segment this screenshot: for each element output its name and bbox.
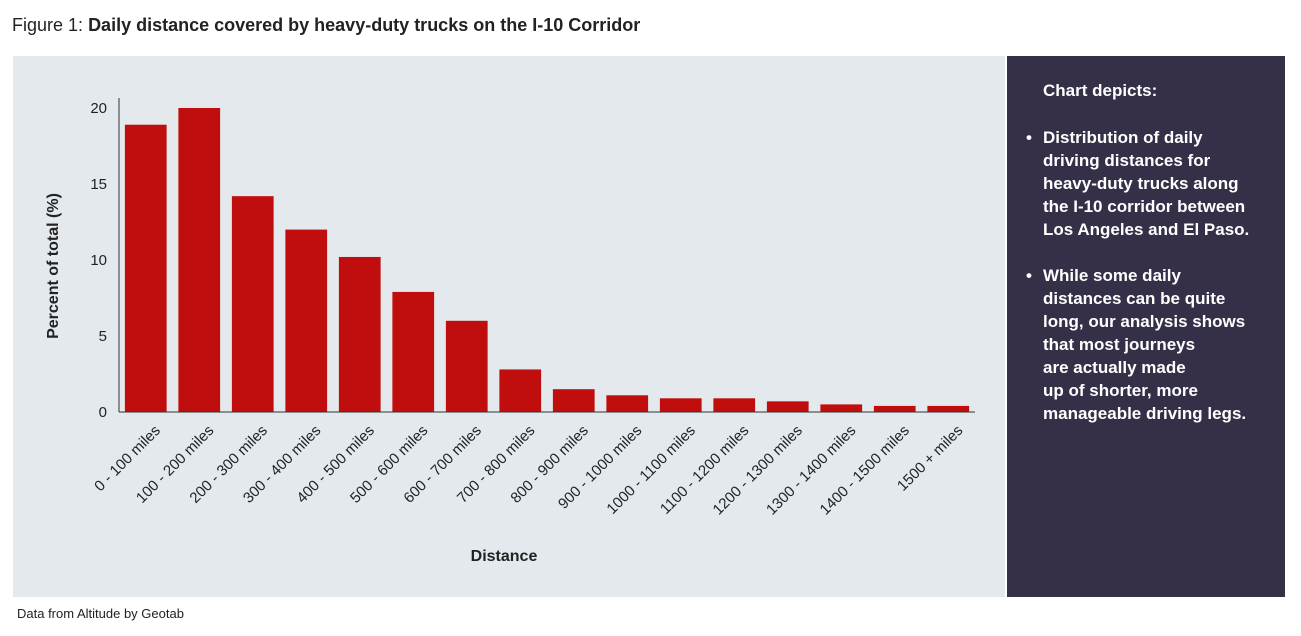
- y-axis-title: Percent of total (%): [45, 193, 62, 339]
- bar: [338, 256, 381, 412]
- bar: [124, 124, 167, 412]
- y-tick-label: 15: [90, 176, 107, 193]
- y-tick-label: 10: [90, 252, 107, 269]
- x-tick-label: 1200 - 1300 miles: [710, 422, 806, 518]
- description-bullet-line: distances can be quite: [1043, 289, 1226, 308]
- bar: [766, 401, 809, 412]
- description-bullet-line: the I-10 corridor between: [1043, 197, 1246, 216]
- x-tick-label: 1400 - 1500 miles: [817, 422, 913, 518]
- bar: [552, 389, 595, 412]
- figure-title: Figure 1: Daily distance covered by heav…: [12, 15, 640, 36]
- bar: [659, 398, 702, 412]
- description-bullet: • While some daily distances can be quite l…: [1023, 264, 1285, 425]
- description-panel: Chart depicts: • Distribution of daily dri…: [1007, 56, 1285, 597]
- y-tick-label: 5: [99, 328, 107, 345]
- description-bullets: • Distribution of daily driving distances …: [1023, 126, 1285, 448]
- source-note: Data from Altitude by Geotab: [17, 606, 184, 621]
- description-bullet-line: While some daily: [1043, 266, 1181, 285]
- bar: [285, 229, 328, 412]
- bar: [713, 398, 756, 412]
- y-tick-label: 20: [90, 100, 107, 117]
- bullet-dot-icon: •: [1026, 266, 1032, 285]
- figure-label: Figure 1:: [12, 15, 84, 35]
- description-bullet-line: Los Angeles and El Paso.: [1043, 220, 1250, 239]
- bar: [873, 405, 916, 412]
- description-heading: Chart depicts:: [1043, 81, 1158, 100]
- description-bullet-line: up of shorter, more: [1043, 381, 1198, 400]
- description-bullet-line: manageable driving legs.: [1043, 404, 1247, 423]
- description-bullet: • Distribution of daily driving distances …: [1023, 126, 1285, 241]
- bars: [124, 108, 970, 412]
- description-bullet-line: that most journeys: [1043, 335, 1196, 354]
- bar: [178, 108, 221, 412]
- figure-title-text: Daily distance covered by heavy-duty tru…: [88, 15, 641, 35]
- y-tick-label: 0: [99, 404, 107, 421]
- bar: [820, 404, 863, 412]
- description-bullet-line: long, our analysis shows: [1043, 312, 1246, 331]
- bar: [231, 196, 274, 412]
- x-axis-title: Distance: [471, 548, 538, 565]
- description-bullet-line: driving distances for: [1043, 151, 1211, 170]
- bar: [499, 369, 542, 412]
- y-axis: 0 5 10 15 20: [90, 98, 120, 421]
- bar: [445, 320, 488, 412]
- description-bullet-line: Distribution of daily: [1043, 128, 1203, 147]
- x-tick-label: 1300 - 1400 miles: [763, 422, 859, 518]
- description-bullet-line: are actually made: [1043, 358, 1186, 377]
- bar: [927, 405, 970, 412]
- bullet-dot-icon: •: [1026, 128, 1032, 147]
- chart-panel: 0 5 10 15 20 0 - 100 miles 100 - 200 miles 200…: [13, 56, 1005, 597]
- bar: [606, 395, 649, 412]
- description-bullet-line: heavy-duty trucks along: [1043, 174, 1239, 193]
- bar: [392, 291, 435, 412]
